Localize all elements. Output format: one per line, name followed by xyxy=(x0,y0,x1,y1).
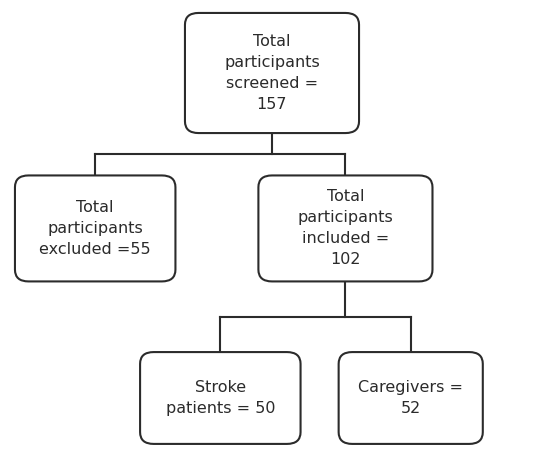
Text: Total
participants
screened =
157: Total participants screened = 157 xyxy=(224,34,320,112)
FancyBboxPatch shape xyxy=(140,352,300,444)
Text: Stroke
patients = 50: Stroke patients = 50 xyxy=(165,380,275,416)
Text: Total
participants
included =
102: Total participants included = 102 xyxy=(298,189,393,268)
FancyBboxPatch shape xyxy=(258,175,432,281)
FancyBboxPatch shape xyxy=(185,13,359,133)
FancyBboxPatch shape xyxy=(338,352,483,444)
Text: Total
participants
excluded =55: Total participants excluded =55 xyxy=(39,200,151,257)
Text: Caregivers =
52: Caregivers = 52 xyxy=(358,380,463,416)
FancyBboxPatch shape xyxy=(15,175,175,281)
